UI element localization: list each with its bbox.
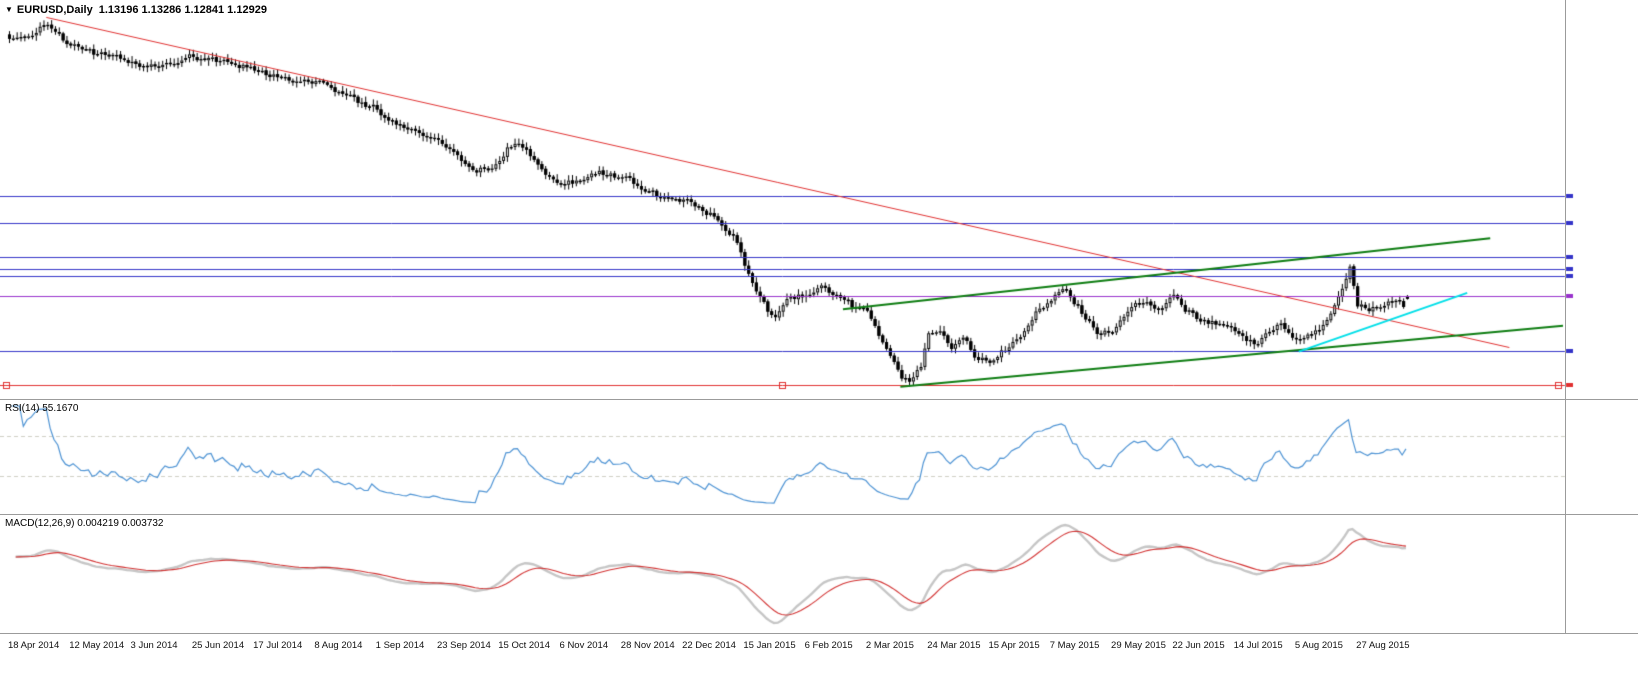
date-label: 29 May 2015 bbox=[1111, 640, 1166, 651]
symbol-period-label: EURUSD,Daily bbox=[16, 4, 93, 16]
date-label: 14 Jul 2015 bbox=[1233, 640, 1283, 651]
date-label: 6 Feb 2015 bbox=[804, 640, 853, 651]
chart-shift-icon: ▼ bbox=[5, 5, 13, 14]
date-label: 18 Apr 2014 bbox=[8, 640, 60, 651]
chart-title: ▼ EURUSD,Daily 1.13196 1.13286 1.12841 1.1… bbox=[5, 4, 267, 16]
date-label: 3 Jun 2014 bbox=[130, 640, 178, 651]
macd-canvas[interactable] bbox=[0, 515, 1638, 633]
date-label: 1 Sep 2014 bbox=[375, 640, 425, 651]
rsi-label: RSI(14) 55.1670 bbox=[5, 403, 79, 414]
chart-right-border bbox=[1565, 0, 1566, 634]
date-label: 23 Sep 2014 bbox=[436, 640, 491, 651]
rsi-canvas[interactable] bbox=[0, 400, 1638, 514]
rsi-panel: RSI(14) 55.1670 bbox=[0, 400, 1638, 515]
date-label: 7 May 2015 bbox=[1049, 640, 1100, 651]
macd-panel: MACD(12,26,9) 0.004219 0.003732 bbox=[0, 515, 1638, 634]
date-label: 12 May 2014 bbox=[69, 640, 125, 651]
ohlc-values: 1.13196 1.13286 1.12841 1.12929 bbox=[98, 4, 267, 16]
date-label: 15 Jan 2015 bbox=[743, 640, 796, 651]
date-label: 5 Aug 2015 bbox=[1294, 640, 1343, 651]
date-label: 22 Jun 2015 bbox=[1172, 640, 1225, 651]
date-label: 17 Jul 2014 bbox=[253, 640, 303, 651]
date-label: 6 Nov 2014 bbox=[559, 640, 609, 651]
date-label: 28 Nov 2014 bbox=[620, 640, 675, 651]
macd-label: MACD(12,26,9) 0.004219 0.003732 bbox=[5, 518, 164, 529]
date-label: 15 Oct 2014 bbox=[498, 640, 550, 651]
time-axis[interactable]: 18 Apr 2014 12 May 2014 3 Jun 2014 25 Jun 2… bbox=[0, 634, 1638, 686]
date-label: 8 Aug 2014 bbox=[314, 640, 363, 651]
date-label: 15 Apr 2015 bbox=[988, 640, 1040, 651]
date-label: 27 Aug 2015 bbox=[1356, 640, 1410, 651]
price-panel: ▼ EURUSD,Daily 1.13196 1.13286 1.12841 1.1… bbox=[0, 0, 1638, 400]
date-label: 25 Jun 2014 bbox=[191, 640, 245, 651]
date-label: 24 Mar 2015 bbox=[927, 640, 981, 651]
price-chart-canvas[interactable] bbox=[0, 0, 1638, 399]
date-label: 22 Dec 2014 bbox=[682, 640, 736, 651]
date-label: 2 Mar 2015 bbox=[865, 640, 914, 651]
